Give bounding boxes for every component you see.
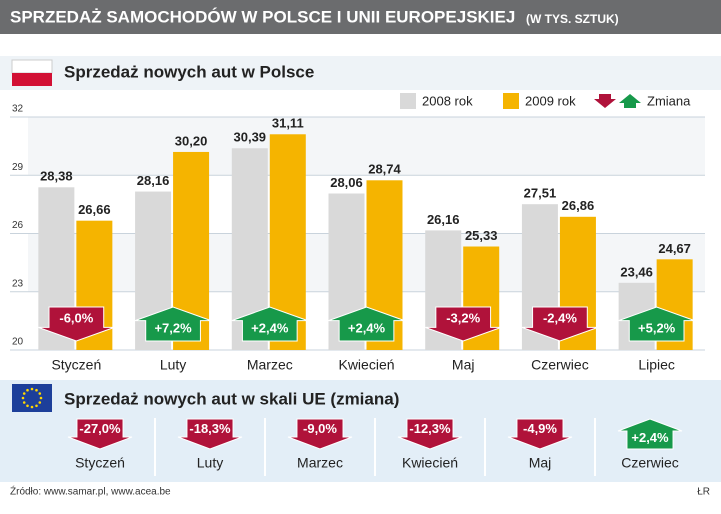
credit: ŁR xyxy=(697,487,710,498)
value-label: 26,16 xyxy=(427,212,460,227)
down-arrow xyxy=(397,418,463,450)
eu-star xyxy=(35,404,38,408)
x-tick-label: Marzec xyxy=(247,357,293,373)
eu-star xyxy=(30,405,34,409)
x-tick-label: Lipiec xyxy=(638,357,675,373)
source: Źródło: www.samar.pl, www.acea.be xyxy=(10,485,171,498)
eu-star xyxy=(38,401,42,404)
legend-swatch xyxy=(503,93,519,109)
value-label: 28,16 xyxy=(137,173,170,188)
legend-swatch xyxy=(400,93,416,109)
x-tick-label: Styczeń xyxy=(75,455,125,471)
value-label: 26,66 xyxy=(78,202,111,217)
change-label: -18,3% xyxy=(189,421,231,436)
y-tick-label: 32 xyxy=(12,104,24,115)
y-tick-label: 20 xyxy=(12,337,24,348)
legend-label: Zmiana xyxy=(647,93,691,108)
change-label: +2,4% xyxy=(631,430,669,445)
down-arrow xyxy=(177,418,243,450)
title-bar xyxy=(0,0,721,34)
x-tick-label: Luty xyxy=(197,455,223,471)
subtitle: (W TYS. SZTUK) xyxy=(526,12,619,26)
x-tick-label: Czerwiec xyxy=(621,455,679,471)
value-label: 26,86 xyxy=(562,198,595,213)
eu-star xyxy=(38,392,42,395)
value-label: 23,46 xyxy=(620,264,653,279)
poland-flag xyxy=(12,73,52,86)
value-label: 27,51 xyxy=(524,186,557,201)
eu-star xyxy=(30,387,34,391)
eu-star xyxy=(26,388,29,392)
x-tick-label: Maj xyxy=(452,357,475,373)
title: SPRZEDAŻ SAMOCHODÓW W POLSCE I UNII EURO… xyxy=(10,7,515,26)
x-tick-label: Kwiecień xyxy=(402,455,458,471)
up-arrow xyxy=(618,306,695,342)
value-label: 30,39 xyxy=(234,130,267,145)
y-tick-label: 29 xyxy=(12,162,24,173)
change-label: +2,4% xyxy=(251,321,289,336)
x-tick-label: Maj xyxy=(529,455,552,471)
eu-star xyxy=(35,388,38,392)
eu-star xyxy=(26,404,29,408)
down-arrow xyxy=(38,306,115,342)
eu-star xyxy=(21,396,25,400)
value-label: 28,06 xyxy=(330,175,363,190)
down-arrow xyxy=(287,418,353,450)
x-tick-label: Czerwiec xyxy=(531,357,589,373)
eu-star xyxy=(39,396,43,400)
change-label: +5,2% xyxy=(638,321,676,336)
y-tick-label: 26 xyxy=(12,220,24,231)
y-tick-label: 23 xyxy=(12,278,24,289)
legend-label: 2008 rok xyxy=(422,93,473,108)
change-label: -2,4% xyxy=(543,310,577,325)
change-label: -3,2% xyxy=(446,310,480,325)
value-label: 28,74 xyxy=(368,162,401,177)
section-header xyxy=(0,56,721,90)
change-label: -9,0% xyxy=(303,421,337,436)
change-label: -6,0% xyxy=(59,310,93,325)
change-label: +2,4% xyxy=(348,321,386,336)
eu-stars xyxy=(21,387,43,409)
down-arrow xyxy=(521,306,599,342)
value-label: 25,33 xyxy=(465,228,498,243)
x-tick-label: Marzec xyxy=(297,455,343,471)
x-tick-label: Luty xyxy=(160,357,186,373)
value-label: 31,11 xyxy=(272,116,304,131)
change-label: -4,9% xyxy=(523,421,557,436)
change-label: +7,2% xyxy=(154,321,192,336)
poland-flag xyxy=(11,59,53,74)
legend-label: 2009 rok xyxy=(525,93,576,108)
section-title: Sprzedaż nowych aut w skali UE (zmiana) xyxy=(64,389,399,408)
change-label: -27,0% xyxy=(79,421,121,436)
legend-up xyxy=(619,94,641,108)
up-arrow xyxy=(617,418,683,450)
value-label: 30,20 xyxy=(175,133,208,148)
change-label: -12,3% xyxy=(409,421,451,436)
value-label: 28,38 xyxy=(40,169,73,184)
legend-down xyxy=(594,94,616,108)
up-arrow xyxy=(134,306,212,342)
down-arrow xyxy=(507,418,573,450)
value-label: 24,67 xyxy=(658,241,691,256)
x-tick-label: Kwiecień xyxy=(338,357,394,373)
down-arrow xyxy=(425,306,502,342)
up-arrow xyxy=(231,306,308,342)
down-arrow xyxy=(67,418,133,450)
x-tick-label: Styczeń xyxy=(51,357,101,373)
up-arrow xyxy=(328,306,405,342)
eu-star xyxy=(22,392,26,395)
eu-star xyxy=(22,401,26,404)
section-title: Sprzedaż nowych aut w Polsce xyxy=(64,62,314,81)
